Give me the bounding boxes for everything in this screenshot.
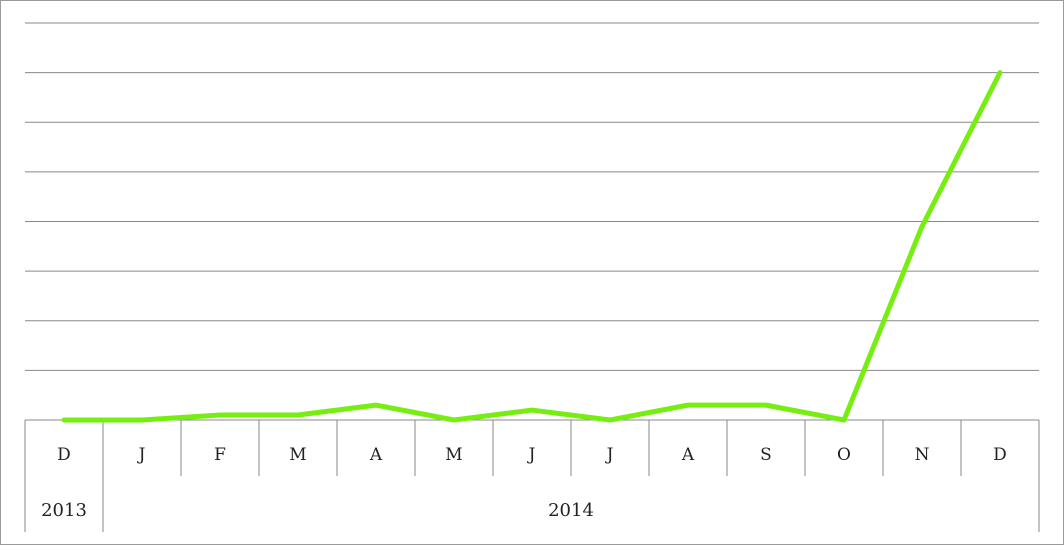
x-tick-label: S	[760, 445, 772, 465]
x-tick-label: D	[57, 445, 71, 465]
x-tick-label: N	[915, 445, 930, 465]
year-label: 2014	[548, 500, 594, 521]
x-tick-label: A	[681, 445, 695, 465]
x-tick-label: M	[445, 445, 462, 465]
x-tick-label: M	[289, 445, 306, 465]
x-tick-label: A	[369, 445, 383, 465]
year-label: 2013	[41, 500, 87, 521]
x-tick-label: J	[527, 445, 536, 465]
x-tick-label: F	[214, 445, 226, 465]
x-tick-label: D	[993, 445, 1007, 465]
x-tick-label: J	[605, 445, 614, 465]
x-tick-label: J	[137, 445, 146, 465]
x-tick-label: O	[837, 445, 851, 465]
series-line	[61, 70, 1003, 423]
